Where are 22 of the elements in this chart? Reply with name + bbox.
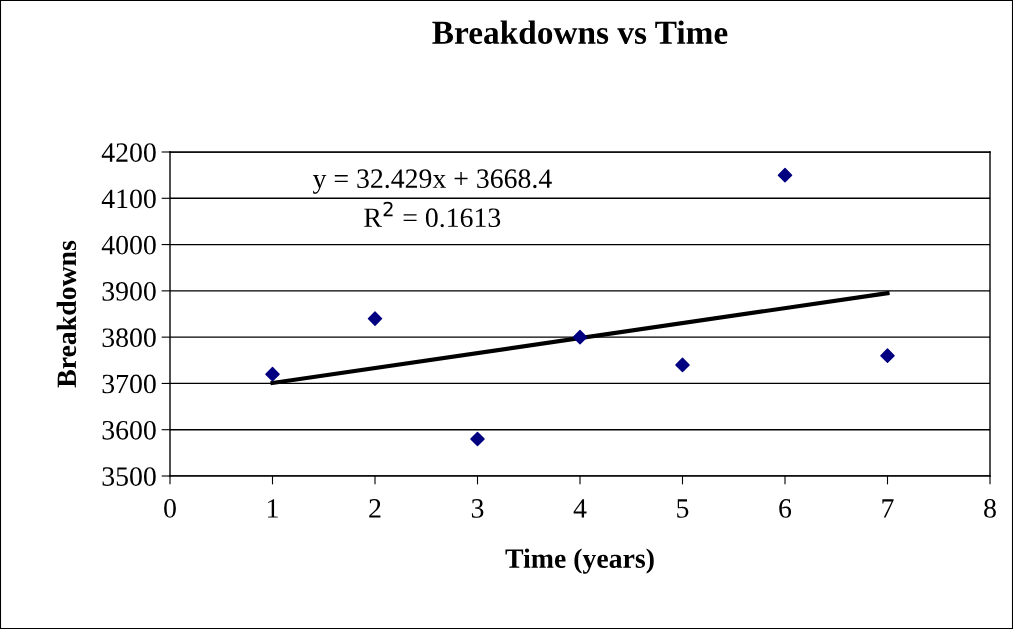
y-tick-label: 3500 xyxy=(102,467,156,486)
y-tick-label: 4200 xyxy=(101,143,156,162)
y-axis-title: Breakdowns xyxy=(56,240,77,388)
y-tick-label: 3600 xyxy=(102,420,156,440)
x-tick-label: 0 xyxy=(164,499,176,518)
annotation: R$^{2}$ = 0.1613 xyxy=(364,201,501,228)
x-tick-label: 1 xyxy=(268,499,278,518)
chart-title: Breakdowns vs Time xyxy=(432,20,728,44)
y-tick-label: 3900 xyxy=(102,282,156,301)
x-tick-label: 8 xyxy=(984,499,996,518)
y-tick-label: 4100 xyxy=(101,189,156,209)
y-tick-label: 3800 xyxy=(102,328,156,348)
y-tick-label: 3700 xyxy=(102,374,156,394)
x-tick-label: 5 xyxy=(677,499,689,518)
x-axis-title: Time (years) xyxy=(505,548,654,574)
x-tick-label: 6 xyxy=(779,499,792,518)
x-tick-label: 2 xyxy=(369,499,381,518)
x-tick-label: 3 xyxy=(471,499,484,518)
x-tick-label: 7 xyxy=(882,499,894,518)
y-tick-label: 4000 xyxy=(101,235,156,255)
x-tick-label: 4 xyxy=(573,499,587,518)
annotation: y = 32.429x + 3668.4 xyxy=(312,169,552,194)
